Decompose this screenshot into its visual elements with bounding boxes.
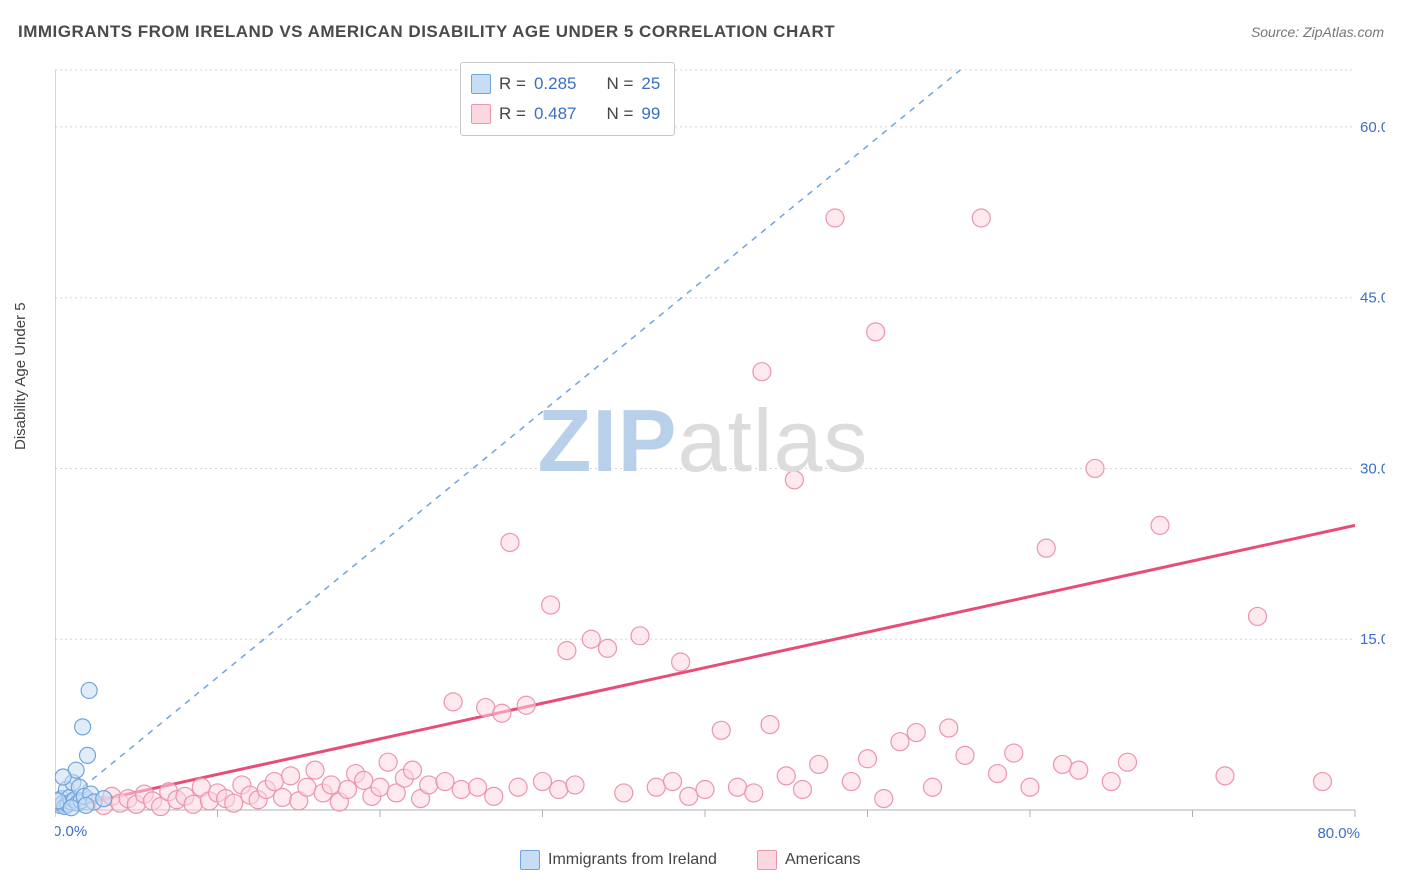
r-value-ireland: 0.285 (534, 69, 577, 99)
r-label: R = (499, 99, 526, 129)
n-value-americans: 99 (641, 99, 660, 129)
r-label: R = (499, 69, 526, 99)
legend-swatch-ireland (471, 74, 491, 94)
legend-item-ireland: Immigrants from Ireland (520, 850, 717, 870)
legend-swatch-ireland (520, 850, 540, 870)
y-axis-label: Disability Age Under 5 (12, 302, 29, 450)
svg-text:60.0%: 60.0% (1360, 119, 1385, 136)
legend-label-americans: Americans (785, 851, 861, 869)
svg-text:80.0%: 80.0% (1317, 825, 1360, 840)
svg-text:45.0%: 45.0% (1360, 290, 1385, 307)
legend-label-ireland: Immigrants from Ireland (548, 851, 717, 869)
legend-item-americans: Americans (757, 850, 861, 870)
n-label: N = (606, 99, 633, 129)
svg-text:0.0%: 0.0% (55, 823, 87, 840)
scatter-plot: 15.0% 30.0% 45.0% 60.0% 80.0% 0.0% (55, 60, 1385, 840)
stats-legend-box: R = 0.285 N = 25 R = 0.487 N = 99 (460, 62, 675, 136)
stats-row-americans: R = 0.487 N = 99 (471, 99, 660, 129)
svg-text:30.0%: 30.0% (1360, 460, 1385, 477)
n-value-ireland: 25 (641, 69, 660, 99)
legend-swatch-americans (757, 850, 777, 870)
r-value-americans: 0.487 (534, 99, 577, 129)
source-attribution: Source: ZipAtlas.com (1251, 24, 1384, 40)
svg-text:15.0%: 15.0% (1360, 631, 1385, 648)
chart-title: IMMIGRANTS FROM IRELAND VS AMERICAN DISA… (18, 22, 835, 42)
n-label: N = (606, 69, 633, 99)
bottom-legend: Immigrants from Ireland Americans (520, 850, 861, 870)
legend-swatch-americans (471, 104, 491, 124)
stats-row-ireland: R = 0.285 N = 25 (471, 69, 660, 99)
